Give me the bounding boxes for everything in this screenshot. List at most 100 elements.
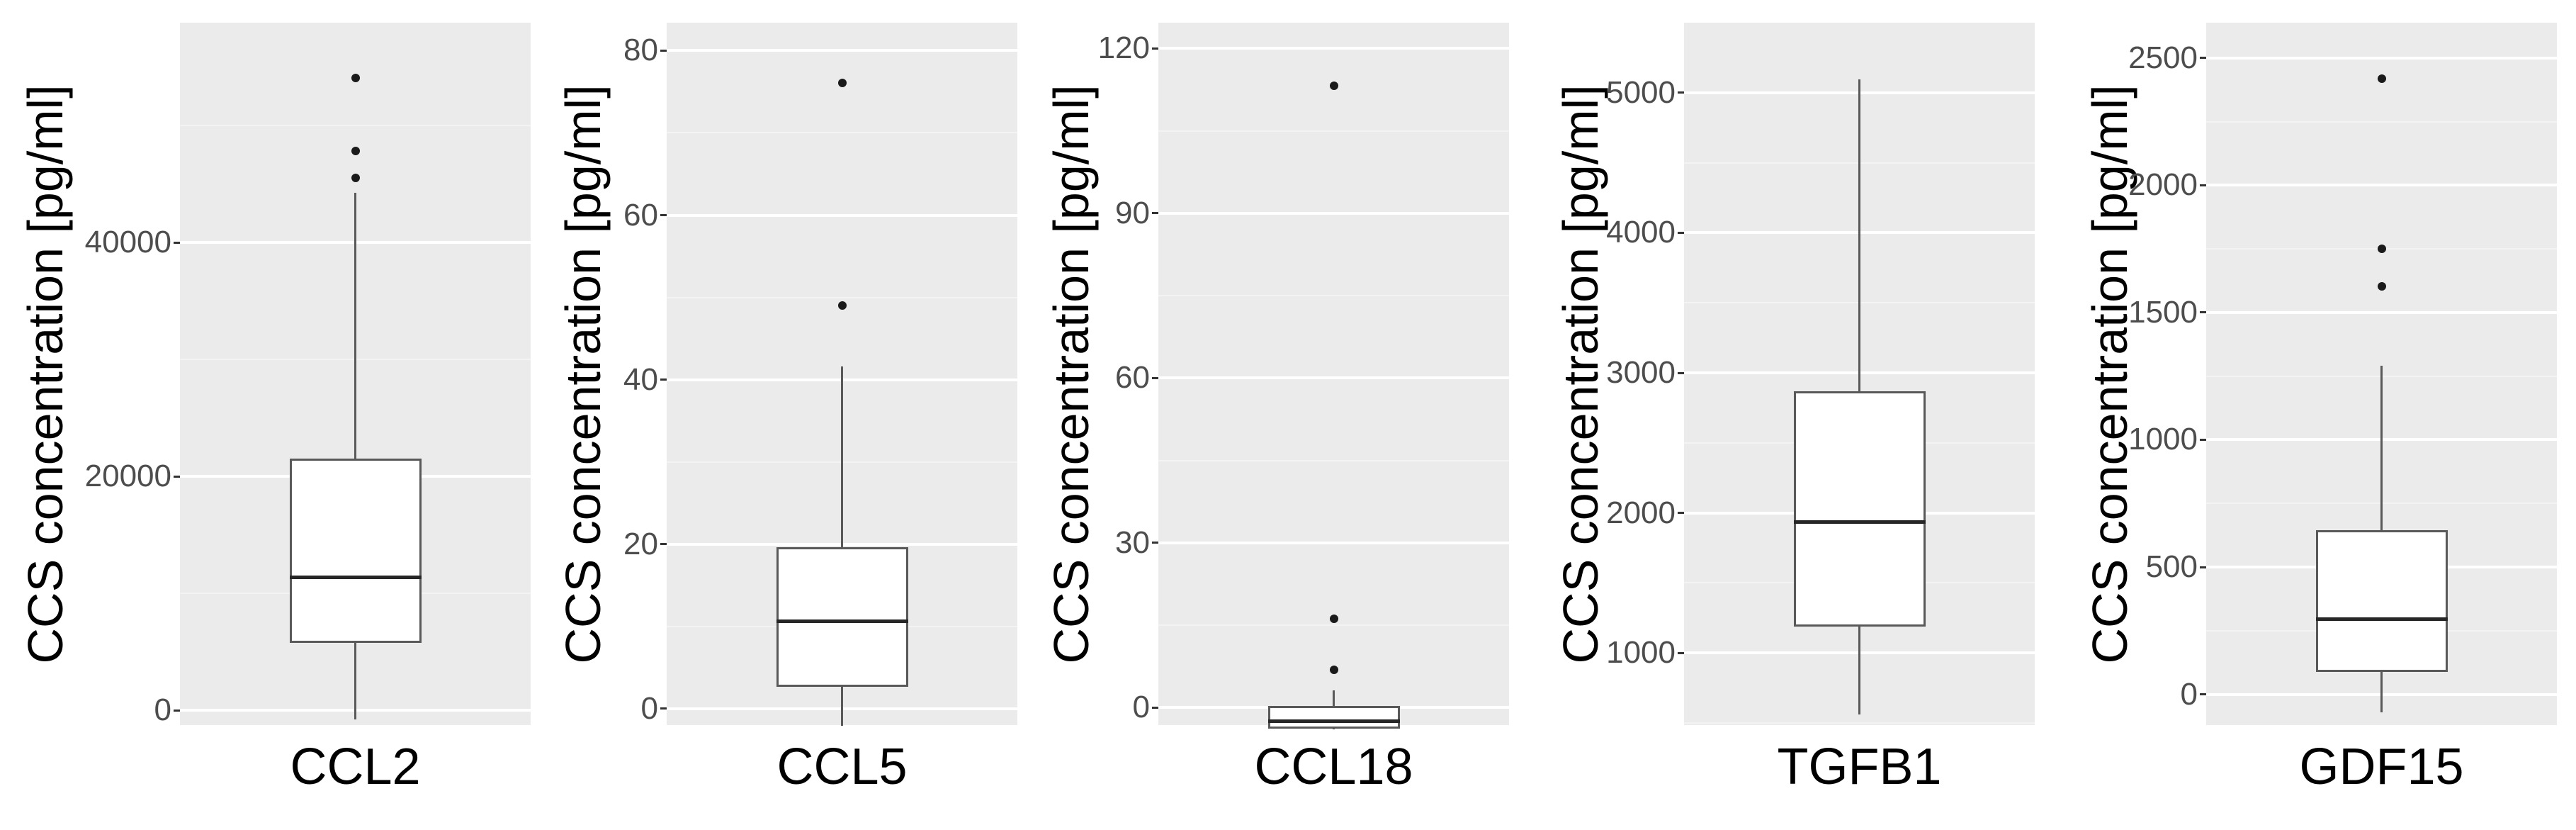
y-axis-tick-mark bbox=[2200, 693, 2206, 696]
x-category-label: CCL5 bbox=[776, 739, 908, 795]
y-axis-tick-mark bbox=[660, 378, 667, 381]
y-axis-tick-label: 60 bbox=[1115, 360, 1150, 396]
y-axis-tick-label: 2000 bbox=[1606, 495, 1676, 530]
plot-group-ccl2: CCS concentration [pg/ml] CCL2 0 20000 400… bbox=[0, 0, 531, 830]
y-axis-tick-mark bbox=[2200, 311, 2206, 314]
y-axis-tick-label: 3000 bbox=[1606, 355, 1676, 391]
y-axis-tick-label: 1000 bbox=[2128, 422, 2198, 457]
gridline-minor bbox=[1158, 130, 1509, 132]
x-category-label: CCL18 bbox=[1254, 739, 1413, 795]
y-axis-tick-label: 4000 bbox=[1606, 215, 1676, 250]
upper-whisker bbox=[2380, 366, 2383, 530]
y-axis-tick-label: 120 bbox=[1097, 30, 1150, 66]
gridline-minor bbox=[1158, 459, 1509, 461]
gridline-major bbox=[667, 213, 1017, 217]
gridline-major bbox=[1158, 541, 1509, 544]
y-axis-tick-mark bbox=[660, 49, 667, 52]
plot-group-gdf15: CCS concentration [pg/ml] GDF15 0 500 1000… bbox=[2060, 0, 2576, 830]
gridline-minor bbox=[1158, 624, 1509, 626]
lower-whisker bbox=[1333, 728, 1335, 730]
plot-group-ccl18: CCS concentration [pg/ml] CCL18 0 30 60 90 1… bbox=[1030, 0, 1545, 830]
y-axis-tick-label: 60 bbox=[623, 197, 658, 232]
x-category-label: CCL2 bbox=[290, 739, 421, 795]
y-axis-tick-mark bbox=[1152, 376, 1158, 379]
boxplot-box bbox=[2315, 529, 2448, 672]
y-axis-tick-label: 20 bbox=[623, 526, 658, 561]
y-axis-tick-mark bbox=[1678, 371, 1684, 374]
lower-whisker bbox=[354, 642, 356, 720]
boxplot-box bbox=[1267, 706, 1400, 729]
y-axis-tick-label: 0 bbox=[640, 690, 658, 726]
gridline-minor bbox=[2206, 120, 2557, 123]
y-axis-tick-mark bbox=[2200, 57, 2206, 60]
gridline-major bbox=[1158, 376, 1509, 380]
gridline-major bbox=[667, 49, 1017, 52]
lower-whisker bbox=[2380, 671, 2383, 713]
y-axis-tick-label: 2000 bbox=[2128, 167, 2198, 203]
y-axis-tick-mark bbox=[1152, 542, 1158, 544]
y-axis-tick-label: 80 bbox=[623, 33, 658, 68]
y-axis-tick-mark bbox=[174, 241, 180, 244]
y-axis-tick-mark bbox=[660, 707, 667, 710]
y-axis-tick-label: 40000 bbox=[84, 225, 171, 260]
x-category-label: GDF15 bbox=[2299, 739, 2464, 795]
y-axis-tick-label: 90 bbox=[1115, 195, 1150, 230]
y-axis-tick-label: 1000 bbox=[1606, 635, 1676, 671]
gridline-major bbox=[1158, 211, 1509, 215]
plot-panel bbox=[180, 23, 531, 725]
upper-whisker bbox=[841, 366, 843, 547]
y-axis-tick-mark bbox=[660, 543, 667, 546]
plot-panel bbox=[1158, 23, 1509, 730]
y-axis-tick-label: 0 bbox=[2180, 676, 2198, 712]
y-axis-tick-label: 1500 bbox=[2128, 294, 2198, 330]
y-axis-tick-mark bbox=[1152, 212, 1158, 215]
outlier-point bbox=[1329, 665, 1338, 674]
median-line bbox=[2315, 617, 2448, 622]
gridline-minor bbox=[1684, 722, 2035, 724]
median-line bbox=[776, 619, 908, 623]
y-axis-tick-label: 0 bbox=[154, 692, 171, 728]
y-axis-tick-label: 2500 bbox=[2128, 40, 2198, 75]
lower-whisker bbox=[1858, 626, 1860, 715]
gridline-major bbox=[1158, 47, 1509, 50]
outlier-point bbox=[837, 79, 847, 88]
upper-whisker bbox=[1858, 79, 1860, 392]
y-axis-tick-label: 0 bbox=[1132, 690, 1150, 725]
median-line bbox=[289, 575, 422, 579]
upper-whisker bbox=[1333, 690, 1335, 707]
y-axis-tick-mark bbox=[2200, 184, 2206, 186]
gridline-major bbox=[2206, 184, 2557, 187]
median-line bbox=[1793, 520, 1926, 525]
upper-whisker bbox=[354, 193, 356, 459]
outlier-point bbox=[2377, 244, 2386, 253]
outlier-point bbox=[1329, 82, 1338, 91]
boxplot-box bbox=[776, 546, 908, 688]
y-axis-tick-label: 5000 bbox=[1606, 74, 1676, 110]
gridline-major bbox=[2206, 56, 2557, 60]
boxplot-box bbox=[1793, 391, 1926, 627]
outlier-point bbox=[2377, 281, 2386, 291]
outlier-point bbox=[837, 301, 847, 310]
y-axis-tick-mark bbox=[2200, 566, 2206, 568]
gridline-minor bbox=[180, 125, 531, 127]
outlier-point bbox=[351, 74, 360, 83]
y-axis-tick-mark bbox=[174, 475, 180, 478]
y-axis-tick-mark bbox=[174, 709, 180, 712]
gridline-minor bbox=[667, 296, 1017, 298]
outlier-point bbox=[1329, 614, 1338, 623]
y-axis-tick-mark bbox=[1678, 231, 1684, 234]
plot-group-ccl5: CCS concentration [pg/ml] CCL5 0 20 40 60 80 bbox=[515, 0, 1030, 830]
y-axis-tick-mark bbox=[2200, 438, 2206, 441]
plot-panel bbox=[667, 23, 1017, 726]
gridline-minor bbox=[1158, 295, 1509, 297]
y-axis-tick-mark bbox=[1678, 651, 1684, 654]
boxplot-box bbox=[289, 459, 422, 643]
median-line bbox=[1267, 719, 1400, 723]
y-axis-title: CCS concentration [pg/ml] bbox=[18, 84, 73, 664]
x-category-label: TGFB1 bbox=[1777, 739, 1942, 795]
y-axis-tick-label: 500 bbox=[2145, 549, 2198, 585]
y-axis-tick-mark bbox=[1152, 706, 1158, 709]
gridline-minor bbox=[667, 132, 1017, 134]
y-axis-tick-mark bbox=[660, 214, 667, 217]
plot-panel bbox=[2206, 23, 2557, 725]
